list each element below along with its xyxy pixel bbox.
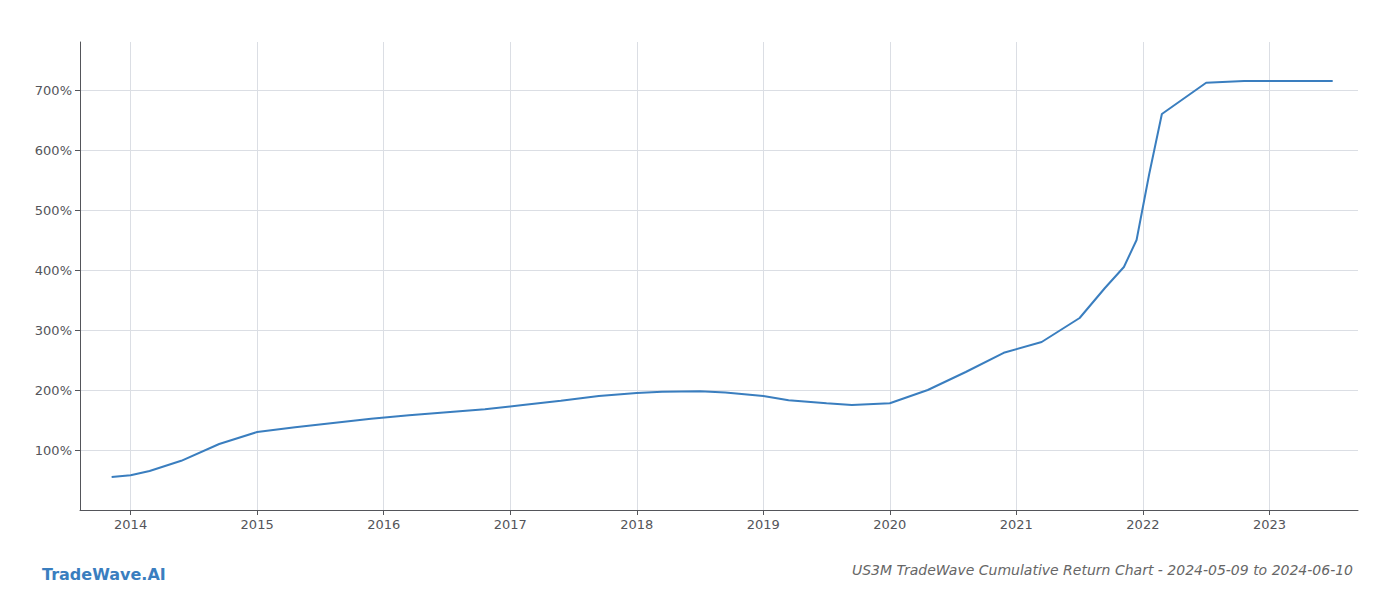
svg-text:TradeWave.AI: TradeWave.AI — [42, 565, 166, 584]
svg-text:700%: 700% — [35, 83, 72, 98]
svg-text:600%: 600% — [35, 143, 72, 158]
svg-text:100%: 100% — [35, 443, 72, 458]
svg-text:2015: 2015 — [241, 517, 274, 532]
svg-text:300%: 300% — [35, 323, 72, 338]
svg-text:2016: 2016 — [367, 517, 400, 532]
svg-text:2022: 2022 — [1126, 517, 1159, 532]
svg-text:US3M TradeWave Cumulative Retu: US3M TradeWave Cumulative Return Chart -… — [852, 562, 1353, 578]
svg-text:2014: 2014 — [114, 517, 147, 532]
svg-text:2017: 2017 — [494, 517, 527, 532]
svg-text:2019: 2019 — [747, 517, 780, 532]
svg-text:2021: 2021 — [1000, 517, 1033, 532]
svg-text:200%: 200% — [35, 383, 72, 398]
svg-text:400%: 400% — [35, 263, 72, 278]
svg-text:2018: 2018 — [620, 517, 653, 532]
svg-text:2020: 2020 — [873, 517, 906, 532]
svg-text:500%: 500% — [35, 203, 72, 218]
svg-text:2023: 2023 — [1253, 517, 1286, 532]
